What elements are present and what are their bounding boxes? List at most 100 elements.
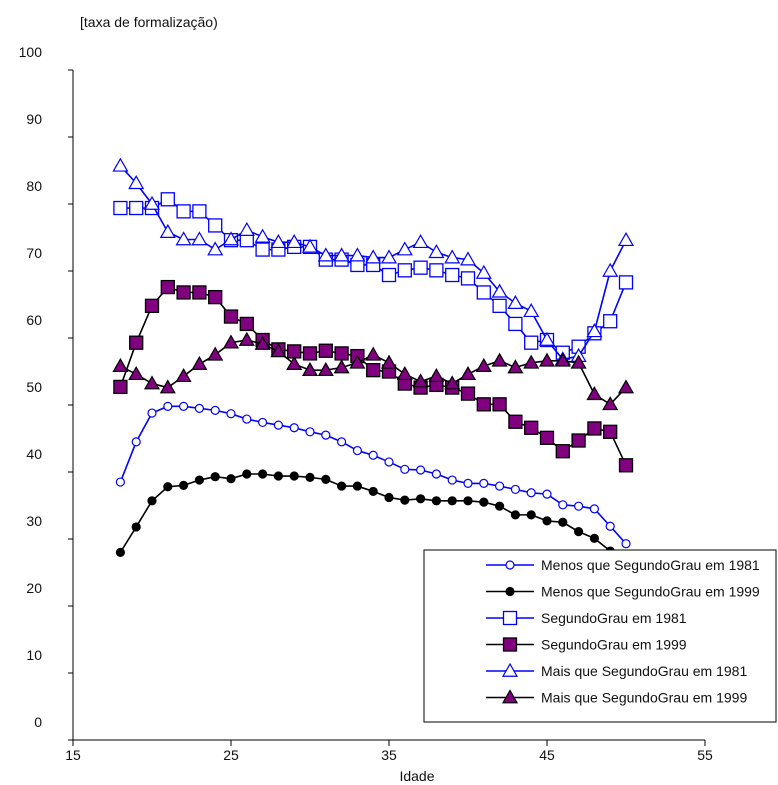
data-point <box>460 271 476 286</box>
data-point <box>586 323 603 338</box>
data-point <box>555 444 570 459</box>
data-point <box>589 504 600 514</box>
axes: 0 10 20 30 40 50 60 70 80 90 100 15 25 35 45 55 <box>19 44 713 763</box>
data-point <box>115 547 126 558</box>
x-axis-label: Idade <box>399 768 434 784</box>
data-point <box>333 247 350 262</box>
data-point <box>208 289 223 305</box>
data-point <box>176 285 191 300</box>
data-point <box>179 480 189 490</box>
data-point <box>270 233 287 249</box>
data-point <box>128 365 145 381</box>
data-point <box>194 475 204 485</box>
data-point <box>444 249 461 264</box>
data-point <box>115 477 126 487</box>
data-point <box>321 430 331 440</box>
data-point <box>238 221 255 236</box>
data-point <box>147 496 157 506</box>
data-point <box>368 486 378 497</box>
data-point <box>191 231 208 246</box>
data-point <box>445 267 460 283</box>
data-point <box>428 244 445 259</box>
data-point <box>175 231 192 246</box>
data-point <box>412 233 429 249</box>
data-point <box>192 285 207 300</box>
data-point <box>254 335 271 350</box>
data-point <box>131 437 141 447</box>
legend-entry: Mais que SegundoGrau em 1999 <box>486 689 747 706</box>
data-point <box>270 343 287 358</box>
data-point <box>526 488 536 498</box>
legend-marker <box>501 662 519 677</box>
data-point <box>159 379 176 394</box>
data-point <box>129 335 144 350</box>
legend-entry: Menos que SegundoGrau em 1981 <box>486 557 760 573</box>
y-tick-label: 80 <box>26 178 42 194</box>
data-point <box>475 357 492 372</box>
legend: Menos que SegundoGrau em 1981 Menos que S… <box>423 549 777 723</box>
data-point <box>495 481 505 491</box>
data-point <box>495 501 505 511</box>
data-point <box>587 421 602 436</box>
data-point <box>286 233 303 249</box>
data-point <box>160 192 175 207</box>
data-point <box>431 469 441 479</box>
data-point <box>301 238 319 253</box>
data-point <box>602 396 619 411</box>
data-point <box>444 375 461 390</box>
data-point <box>365 346 382 361</box>
data-point <box>210 405 220 415</box>
data-point <box>352 445 362 456</box>
data-point <box>163 482 173 492</box>
data-point <box>618 275 634 290</box>
legend-label: Mais que SegundoGrau em 1999 <box>541 690 747 706</box>
data-point <box>538 352 556 367</box>
data-point <box>573 501 584 511</box>
data-point <box>337 437 347 447</box>
data-point <box>131 522 141 532</box>
data-point <box>191 355 208 370</box>
data-point <box>524 420 539 435</box>
data-point <box>239 316 254 332</box>
y-axis-label: [taxa de formalização) <box>80 14 218 30</box>
data-point <box>349 354 366 369</box>
data-point <box>413 260 428 275</box>
data-point <box>258 417 268 428</box>
data-point <box>586 386 603 401</box>
data-point <box>112 357 129 372</box>
data-point <box>222 231 240 246</box>
data-point <box>558 500 568 510</box>
y-tick-label: 10 <box>26 647 42 663</box>
data-point <box>558 517 568 527</box>
x-tick-label: 15 <box>65 747 81 763</box>
data-point <box>254 228 271 243</box>
data-point <box>321 474 331 484</box>
data-point <box>113 200 128 216</box>
data-point <box>143 195 161 210</box>
legend-label: Menos que SegundoGrau em 1981 <box>541 557 760 573</box>
data-point <box>113 379 128 395</box>
legend-marker <box>505 586 515 597</box>
data-point <box>255 242 270 257</box>
legend-marker <box>502 637 518 652</box>
data-point <box>176 204 191 219</box>
data-point <box>618 458 634 473</box>
data-point <box>396 241 413 256</box>
data-point <box>333 359 350 374</box>
data-point <box>617 379 635 394</box>
data-point <box>163 401 173 411</box>
data-point <box>479 478 489 488</box>
data-point <box>492 298 507 313</box>
legend-marker <box>505 560 515 570</box>
data-point <box>589 533 600 543</box>
data-point <box>258 469 268 479</box>
data-point <box>222 334 240 349</box>
data-point <box>160 279 175 295</box>
data-point <box>491 283 508 298</box>
data-point <box>365 249 382 264</box>
data-point <box>397 263 412 278</box>
data-point <box>192 204 207 219</box>
data-point <box>476 285 491 300</box>
data-point <box>223 309 239 324</box>
data-point <box>318 343 333 358</box>
